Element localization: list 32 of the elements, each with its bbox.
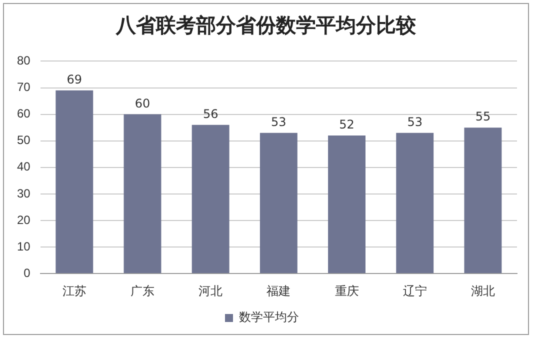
data-label: 56: [202, 107, 218, 122]
x-tick-label: 湖北: [470, 284, 495, 298]
bar: [124, 114, 162, 274]
bar: [192, 124, 230, 274]
data-label: 69: [66, 72, 82, 87]
data-label: 60: [134, 96, 150, 110]
y-tick-label: 70: [16, 80, 31, 94]
bar: [260, 132, 298, 274]
y-tick-label: 30: [16, 186, 31, 200]
bar: [328, 136, 366, 274]
y-tick-label: 60: [16, 106, 31, 121]
data-label: 52: [339, 118, 354, 132]
data-label: 53: [407, 115, 422, 130]
legend-label: 数学平均分: [239, 310, 299, 324]
bar: [396, 132, 434, 274]
data-label: 53: [271, 115, 286, 130]
x-tick-label: 广东: [130, 284, 154, 298]
x-tick-label: 重庆: [334, 284, 359, 298]
data-label: 55: [475, 110, 491, 124]
bar: [464, 128, 502, 274]
x-tick-label: 河北: [198, 284, 223, 298]
y-tick-label: 80: [16, 54, 31, 68]
bar: [56, 90, 94, 274]
y-tick-label: 20: [16, 212, 31, 227]
y-tick-label: 0: [24, 266, 31, 280]
y-tick-label: 40: [16, 160, 31, 174]
y-tick-label: 10: [16, 239, 31, 254]
chart-title: 八省联考部分省份数学平均分比较: [114, 14, 417, 39]
x-tick-label: 福建: [266, 284, 291, 298]
x-tick-label: 江苏: [62, 284, 86, 298]
y-tick-label: 50: [16, 133, 31, 148]
x-tick-label: 辽宁: [402, 284, 427, 298]
